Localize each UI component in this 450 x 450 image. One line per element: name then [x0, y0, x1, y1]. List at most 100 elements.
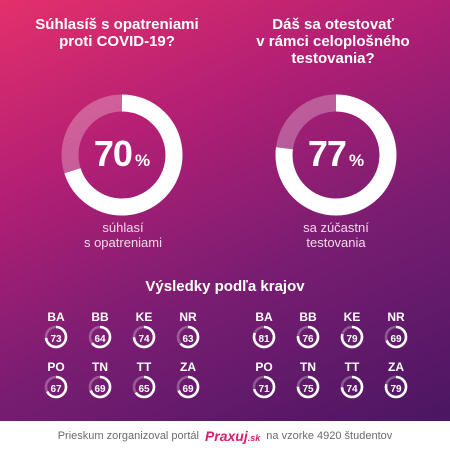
- region-donut-svg: [384, 325, 408, 349]
- agree-percent-number: 70: [93, 133, 133, 174]
- agree-donut-svg: [61, 94, 183, 216]
- question-agree-line-1: Súhlasíš s opatreniami: [35, 16, 199, 33]
- region-code-label: KE: [135, 310, 153, 324]
- question-test-line-2: v rámci celoplošného: [256, 33, 410, 50]
- question-test-line-1: Dáš sa otestovať: [272, 16, 394, 33]
- test-region-nr: NR 69: [376, 310, 416, 360]
- region-code-label: BB: [299, 310, 317, 324]
- region-donut-arc: [88, 375, 112, 399]
- region-value-label: 67: [50, 384, 62, 395]
- region-donut-svg: [176, 325, 200, 349]
- infographic-poster: Súhlasíš s opatreniami proti COVID-19? D…: [0, 0, 450, 421]
- praxuj-logo[interactable]: Praxuj.sk: [205, 428, 260, 444]
- test-donut-arc: [275, 94, 397, 216]
- region-donut-arc: [88, 325, 112, 349]
- region-value-label: 73: [50, 334, 62, 345]
- region-donut-arc: [340, 375, 364, 399]
- region-donut-arc: [340, 325, 364, 349]
- region-value-label: 65: [138, 384, 150, 395]
- region-code-label: BB: [91, 310, 109, 324]
- footer-text-after: na vzorke 4920 študentov: [266, 429, 393, 442]
- agree-caption: súhlasí s opatreniami: [38, 220, 208, 250]
- region-donut-svg: [252, 325, 276, 349]
- region-donut-arc: [384, 325, 408, 349]
- region-value-label: 64: [94, 334, 106, 345]
- region-code-label: TT: [344, 360, 360, 374]
- footer-text-before: Prieskum zorganizoval portál: [57, 429, 199, 442]
- region-donut-arc: [44, 325, 68, 349]
- question-test-line-3: testovania?: [291, 50, 375, 67]
- region-value-label: 79: [390, 384, 402, 395]
- agree-region-po: PO 67: [36, 360, 76, 410]
- test-region-bb: BB 76: [288, 310, 328, 360]
- region-code-label: PO: [47, 360, 65, 374]
- region-value-label: 69: [390, 334, 402, 345]
- region-donut-arc: [296, 375, 320, 399]
- region-donut-arc: [44, 375, 68, 399]
- region-donut-svg: [88, 375, 112, 399]
- agree-donut-chart: 70%: [57, 90, 187, 220]
- footer-bar: Prieskum zorganizoval portál Praxuj.sk n…: [0, 421, 450, 450]
- question-agree-line-2: proti COVID-19?: [59, 33, 175, 50]
- region-code-label: BA: [255, 310, 273, 324]
- agree-percent-sign: %: [134, 151, 151, 170]
- region-donut-arc: [384, 375, 408, 399]
- agree-region-tt: TT 65: [124, 360, 164, 410]
- region-code-label: NR: [387, 310, 405, 324]
- test-percent-value: 77%: [271, 134, 401, 181]
- agree-caption-line-2: s opatreniami: [83, 235, 163, 250]
- region-code-label: PO: [255, 360, 273, 374]
- region-donut-svg: [252, 375, 276, 399]
- region-code-label: BA: [47, 310, 65, 324]
- region-donut-arc: [176, 325, 200, 349]
- region-value-label: 63: [182, 334, 194, 345]
- region-donut-arc: [296, 325, 320, 349]
- agree-region-ba: BA 73: [36, 310, 76, 360]
- agree-region-ke: KE 74: [124, 310, 164, 360]
- region-code-label: KE: [343, 310, 361, 324]
- agree-region-za: ZA 69: [168, 360, 208, 410]
- test-donut-chart: 77%: [271, 90, 401, 220]
- region-donut-arc: [132, 325, 156, 349]
- region-donut-svg: [88, 325, 112, 349]
- region-code-label: ZA: [180, 360, 196, 374]
- agree-caption-line-1: súhlasí: [102, 220, 144, 235]
- agree-percent-value: 70%: [57, 134, 187, 181]
- region-code-label: NR: [179, 310, 197, 324]
- region-code-label: TN: [92, 360, 108, 374]
- region-value-label: 69: [182, 384, 194, 395]
- test-region-ba: BA 81: [244, 310, 284, 360]
- region-donut-arc: [176, 375, 200, 399]
- region-value-label: 75: [302, 384, 314, 395]
- region-donut-svg: [44, 325, 68, 349]
- region-value-label: 71: [258, 384, 270, 395]
- region-donut-svg: [44, 375, 68, 399]
- question-test-title: Dáš sa otestovať v rámci celoplošného te…: [238, 16, 428, 67]
- test-percent-number: 77: [307, 133, 347, 174]
- test-region-tn: TN 75: [288, 360, 328, 410]
- regions-section-title: Výsledky podľa krajov: [145, 278, 305, 295]
- test-region-tt: TT 74: [332, 360, 372, 410]
- test-caption-line-1: sa zúčastní: [303, 220, 369, 235]
- test-region-po: PO 71: [244, 360, 284, 410]
- test-region-za: ZA 79: [376, 360, 416, 410]
- region-code-label: TT: [136, 360, 152, 374]
- region-donut-svg: [132, 375, 156, 399]
- praxuj-logo-suffix: .sk: [247, 432, 261, 443]
- region-code-label: ZA: [388, 360, 404, 374]
- region-donut-svg: [132, 325, 156, 349]
- region-donut-svg: [296, 325, 320, 349]
- region-value-label: 74: [346, 384, 358, 395]
- region-value-label: 81: [258, 334, 270, 345]
- test-region-ke: KE 79: [332, 310, 372, 360]
- region-donut-svg: [176, 375, 200, 399]
- agree-donut-arc: [61, 94, 183, 216]
- region-donut-svg: [384, 375, 408, 399]
- test-caption: sa zúčastní testovania: [251, 220, 421, 250]
- praxuj-logo-text: Praxuj: [204, 427, 248, 444]
- test-percent-sign: %: [348, 151, 365, 170]
- test-donut-svg: [275, 94, 397, 216]
- agree-region-tn: TN 69: [80, 360, 120, 410]
- region-value-label: 79: [346, 334, 358, 345]
- region-donut-svg: [340, 375, 364, 399]
